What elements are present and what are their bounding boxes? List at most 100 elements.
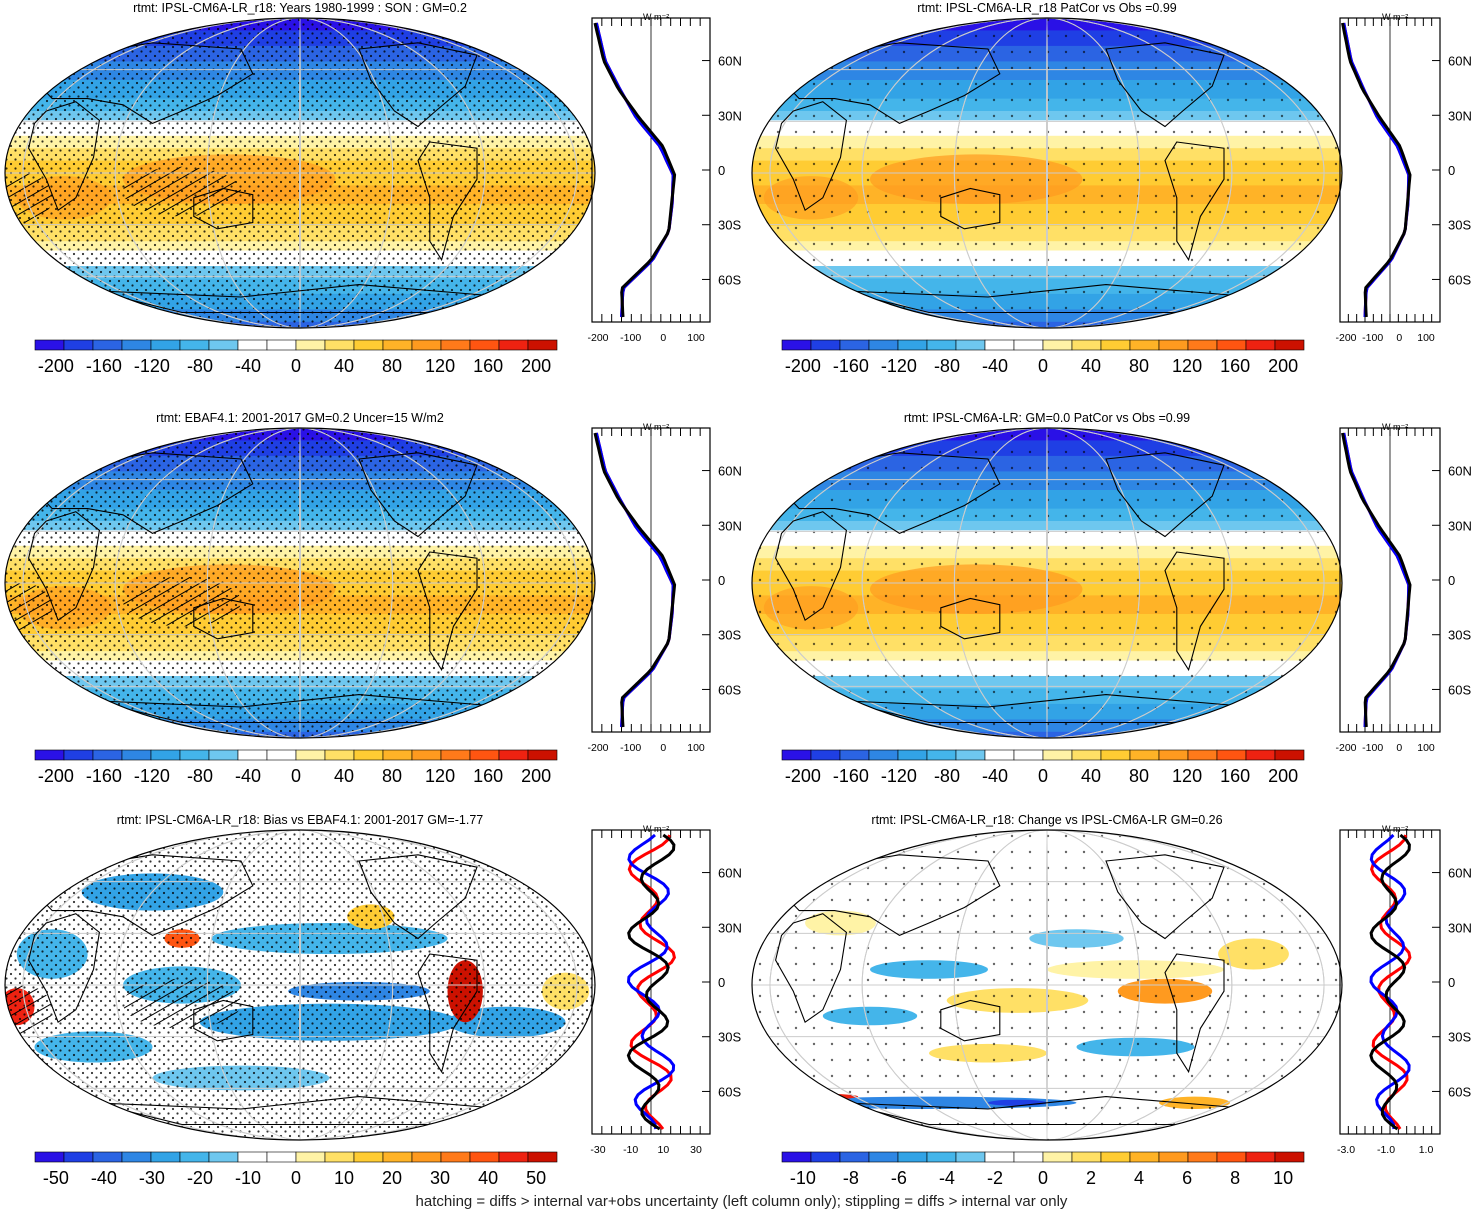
colorbar-swatch [440,339,471,351]
coastline [193,999,254,1042]
coastline [780,42,1001,125]
colorbar-swatch [324,1151,355,1163]
unit-label: W m⁻² [643,824,669,834]
colorbar-label: 10 [334,1168,354,1188]
profile-tick-label: -3.0 [1337,1144,1355,1156]
panel-title: rtmt: IPSL-CM6A-LR_r18 PatCor vs Obs =0.… [917,1,1177,15]
map-border [4,829,596,1141]
colorbar-label: -200 [38,766,74,786]
colorbar-label: 40 [1081,766,1101,786]
colorbar-label: 40 [334,766,354,786]
unit-label: W m⁻² [1382,422,1408,432]
colorbar-label: 160 [1220,766,1250,786]
colorbar-label: 80 [382,766,402,786]
coastline [940,999,1001,1042]
map-panel-4: rtmt: IPSL-CM6A-LR: GM=0.0 PatCor vs Obs… [751,411,1343,786]
colorbar-swatch [1158,1151,1189,1163]
colorbar-swatch [527,339,558,351]
map-field [752,18,1342,328]
colorbar-label: -2 [987,1168,1003,1188]
colorbar-swatch [382,749,413,761]
coastline [780,854,1001,937]
profile-tick-label: -200 [1335,332,1356,344]
lat-label: 0 [718,163,725,178]
colorbar-label: -40 [235,356,261,376]
coastline [775,101,847,212]
colorbar-label: -200 [785,356,821,376]
colorbar-swatch [897,1151,928,1163]
colorbar-swatch [237,1151,268,1163]
colorbar-swatch [1042,1151,1073,1163]
unit-label: W m⁻² [1382,12,1408,22]
colorbar-swatch [868,749,899,761]
colorbar-swatch [498,339,529,351]
map-panel-6: rtmt: IPSL-CM6A-LR_r18: Change vs IPSL-C… [751,813,1343,1188]
graticule-lon [22,428,578,738]
profile-tick-label: -10 [623,1144,638,1156]
lat-label: 30N [1448,920,1472,935]
colorbar-label: 4 [1134,1168,1144,1188]
profile-tick-label: 0 [660,332,666,344]
graticule-lon [953,830,1141,1140]
colorbar-swatch [121,749,152,761]
lat-label: 0 [1448,573,1455,588]
profile-tick-label: 100 [1417,742,1435,754]
colorbar-swatch [63,749,94,761]
zonal-profile-6: W m⁻² 60N 30N 0 30S 60S -3.0 -1.0 1.0 [1337,824,1472,1156]
colorbar-label: 0 [1038,356,1048,376]
map-field [752,830,1342,1140]
coastline [1164,551,1225,672]
graticule-lon [861,830,1233,1140]
colorbar-swatch [1042,339,1073,351]
colorbar-label: -80 [187,356,213,376]
map-field [752,428,1342,738]
graticule-lon [299,830,301,1140]
graticule-lon [1046,428,1048,738]
colorbar-swatch [324,749,355,761]
coastline [780,452,1001,535]
colorbar-swatch [150,1151,181,1163]
colorbar-label: -120 [881,766,917,786]
colorbar-swatch [984,1151,1015,1163]
colorbar-swatch [926,339,957,351]
profile-tick-label: 0 [1396,742,1402,754]
profile-tick-label: -200 [587,332,608,344]
colorbar-label: 50 [526,1168,546,1188]
graticule-lon [22,830,578,1140]
profile-black-line [593,432,677,728]
lat-label: 60N [1448,464,1472,479]
coastline [775,511,847,622]
colorbar-swatch [498,749,529,761]
colorbar-swatch [353,339,384,351]
colorbar-label: 30 [430,1168,450,1188]
colorbar-swatch [411,749,442,761]
colorbar-label: -4 [939,1168,955,1188]
colorbar-label: -80 [934,356,960,376]
coastline [28,101,100,212]
colorbar-swatch [208,749,239,761]
graticule-lon [861,428,1233,738]
colorbar-swatch [324,339,355,351]
colorbar-swatch [1245,749,1276,761]
profile-tick-label: -100 [1362,742,1383,754]
colorbar-swatch [208,1151,239,1163]
colorbar-swatch [1245,1151,1276,1163]
unit-label: W m⁻² [1382,824,1408,834]
profile-blue-line [626,833,676,1130]
profile-tick-label: 0 [660,742,666,754]
profile-tick-label: 1.0 [1419,1144,1434,1156]
colorbar-swatch [781,1151,812,1163]
coastline [940,187,1001,230]
zonal-profile-5: W m⁻² 60N 30N 0 30S 60S -30 -10 10 30 [590,824,741,1156]
lat-label: 60S [718,682,741,697]
profile-black-line [1341,432,1412,728]
colorbar-swatch [955,749,986,761]
colorbar-label: -160 [833,356,869,376]
colorbar-swatch [266,749,297,761]
hatching [123,978,241,1029]
lat-label: 60S [1448,272,1471,287]
colorbar-swatch [179,339,210,351]
colorbar-swatch [1100,749,1131,761]
colorbar-swatch [121,1151,152,1163]
profile-tick-label: -100 [1362,332,1383,344]
